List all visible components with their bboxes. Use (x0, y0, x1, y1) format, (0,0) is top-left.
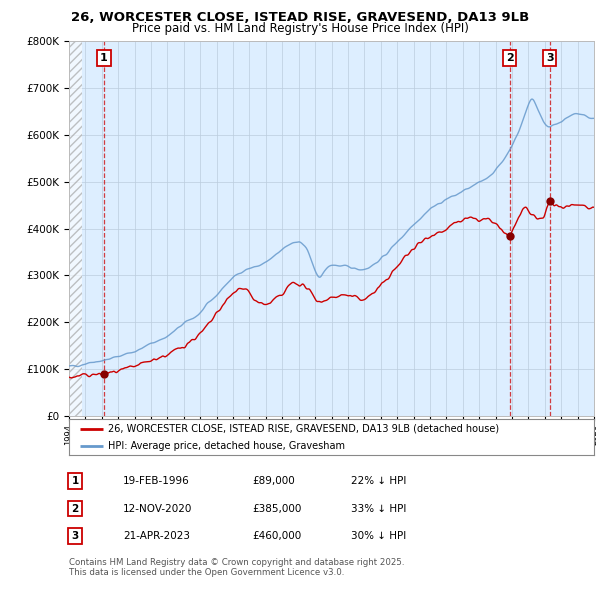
Bar (69, 41, 82, 416)
Text: Price paid vs. HM Land Registry's House Price Index (HPI): Price paid vs. HM Land Registry's House … (131, 22, 469, 35)
Text: 12-NOV-2020: 12-NOV-2020 (123, 504, 193, 513)
Text: 26, WORCESTER CLOSE, ISTEAD RISE, GRAVESEND, DA13 9LB (detached house): 26, WORCESTER CLOSE, ISTEAD RISE, GRAVES… (109, 424, 499, 434)
Text: 26, WORCESTER CLOSE, ISTEAD RISE, GRAVESEND, DA13 9LB: 26, WORCESTER CLOSE, ISTEAD RISE, GRAVES… (71, 11, 529, 24)
Text: 21-APR-2023: 21-APR-2023 (123, 532, 190, 541)
Text: 2: 2 (506, 53, 514, 63)
Text: 22% ↓ HPI: 22% ↓ HPI (351, 476, 406, 486)
Text: £385,000: £385,000 (252, 504, 301, 513)
Text: 30% ↓ HPI: 30% ↓ HPI (351, 532, 406, 541)
Text: 33% ↓ HPI: 33% ↓ HPI (351, 504, 406, 513)
Text: 3: 3 (71, 532, 79, 541)
Text: Contains HM Land Registry data © Crown copyright and database right 2025.
This d: Contains HM Land Registry data © Crown c… (69, 558, 404, 577)
Text: £460,000: £460,000 (252, 532, 301, 541)
Text: 3: 3 (546, 53, 554, 63)
Text: HPI: Average price, detached house, Gravesham: HPI: Average price, detached house, Grav… (109, 441, 346, 451)
Text: 1: 1 (100, 53, 108, 63)
Text: 19-FEB-1996: 19-FEB-1996 (123, 476, 190, 486)
Text: 1: 1 (71, 476, 79, 486)
Text: 2: 2 (71, 504, 79, 513)
Text: £89,000: £89,000 (252, 476, 295, 486)
